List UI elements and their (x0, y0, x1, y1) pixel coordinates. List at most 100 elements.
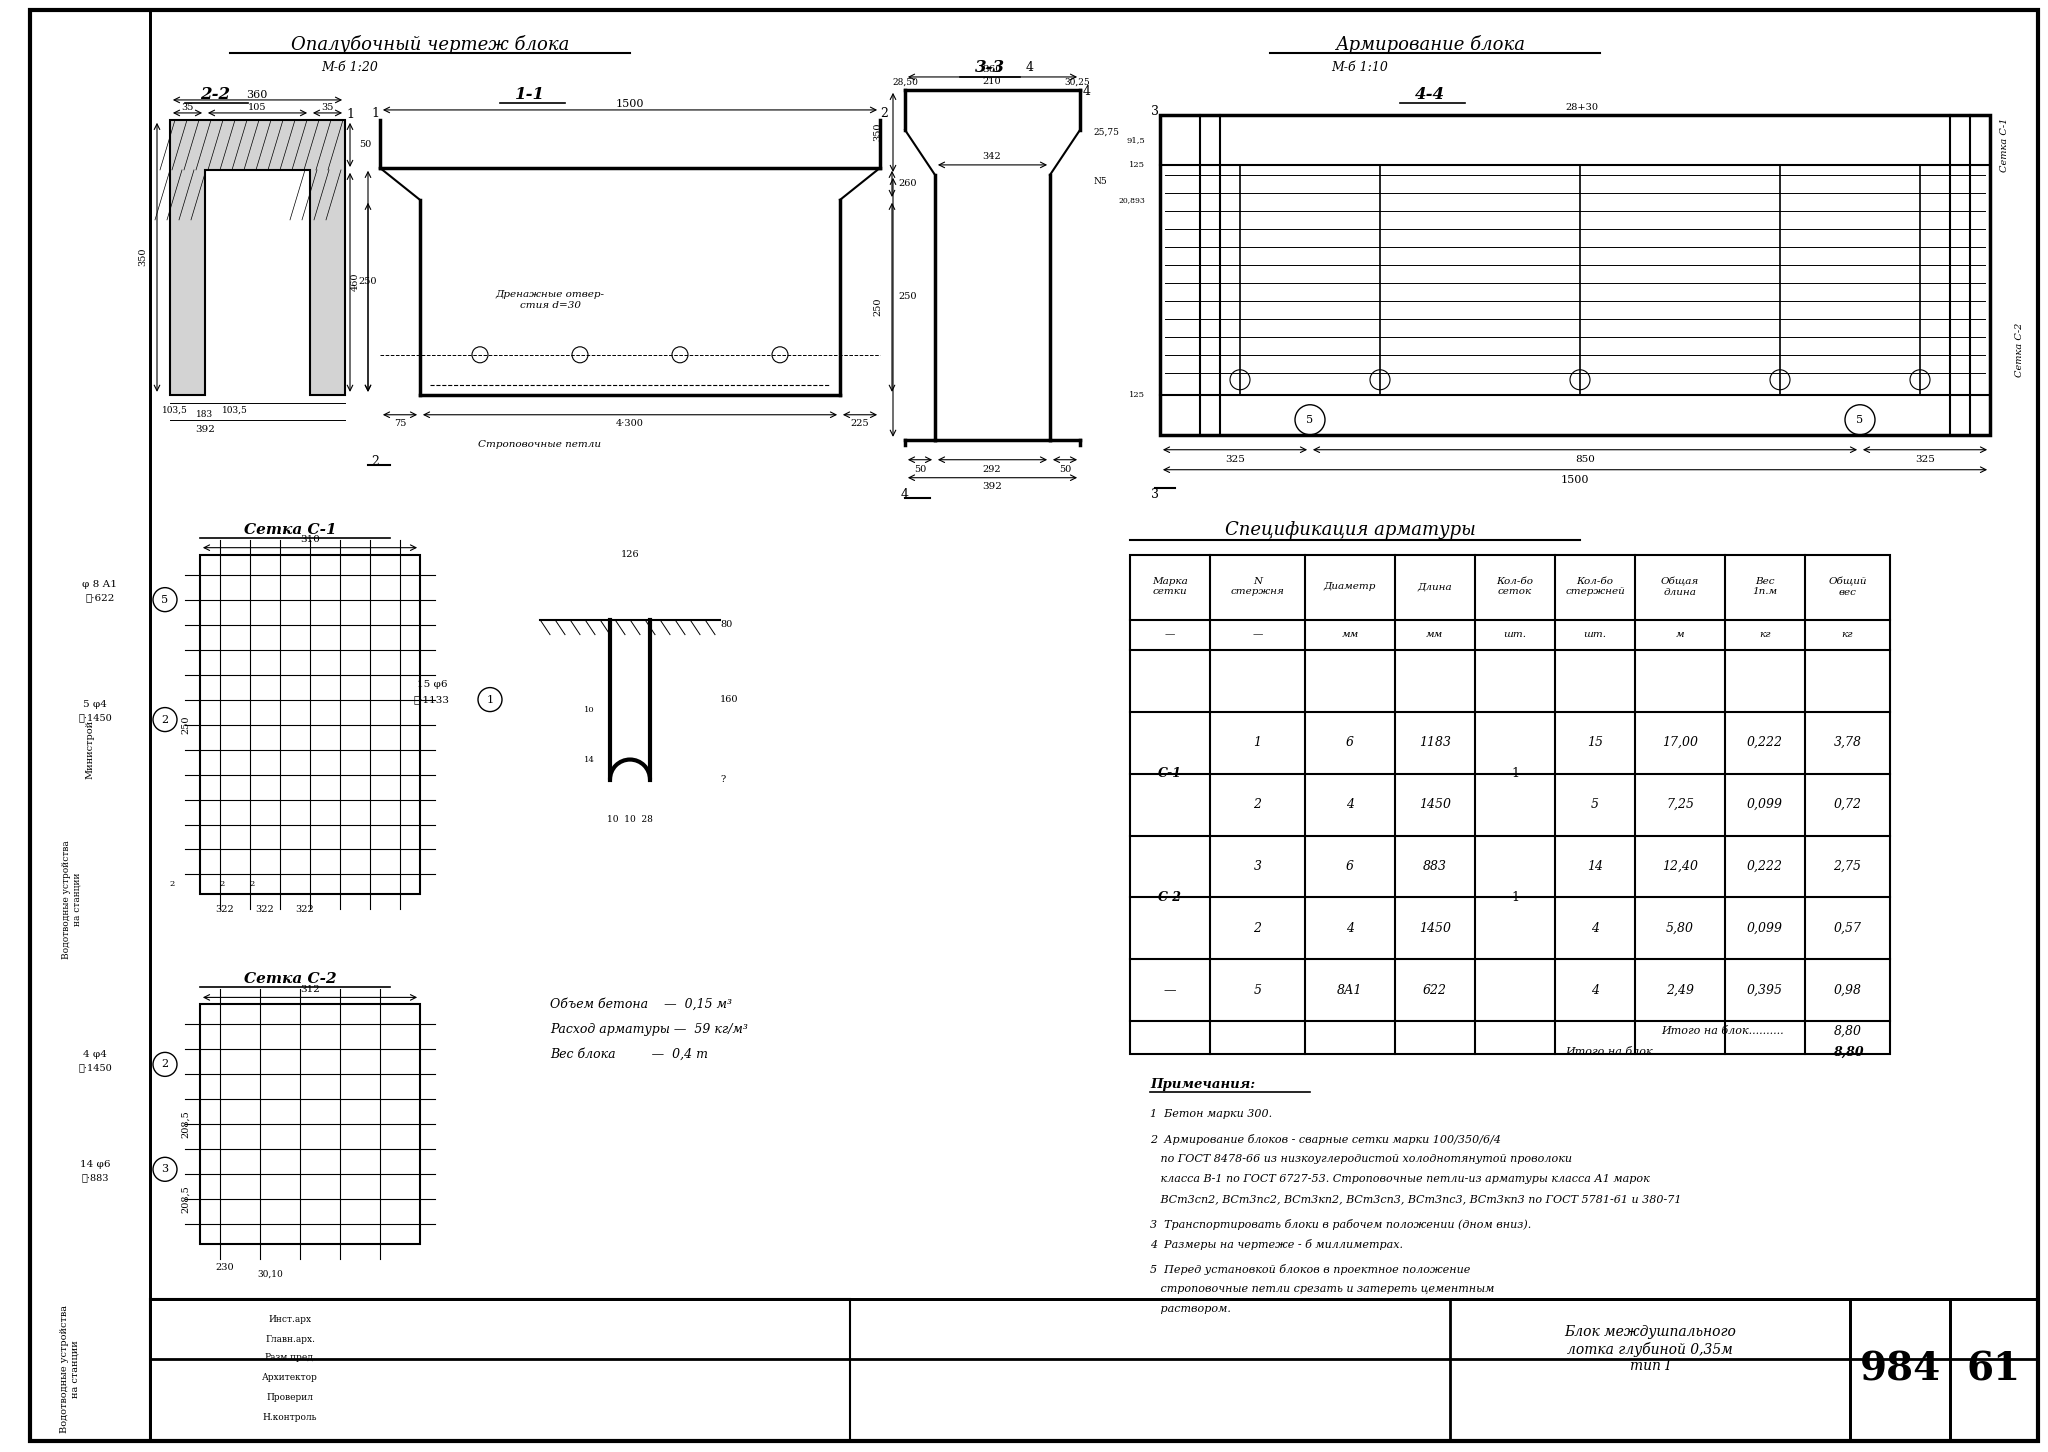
Text: Марка
сетки: Марка сетки (1153, 576, 1188, 597)
Text: 350: 350 (874, 122, 883, 141)
Text: 5: 5 (1591, 799, 1599, 812)
Text: 2,75: 2,75 (1833, 860, 1862, 873)
Text: 1-1: 1-1 (514, 87, 545, 103)
Text: Кол-бо
сеток: Кол-бо сеток (1497, 576, 1534, 597)
Text: мм: мм (1425, 630, 1444, 639)
Text: 1450: 1450 (1419, 922, 1450, 935)
Text: 14: 14 (1587, 860, 1604, 873)
Text: 1500: 1500 (1561, 475, 1589, 485)
Text: 61: 61 (1966, 1350, 2021, 1388)
Text: 392: 392 (195, 425, 215, 434)
Text: 3: 3 (1151, 106, 1159, 119)
Text: 14 φ6: 14 φ6 (80, 1160, 111, 1169)
Text: 50: 50 (913, 465, 926, 475)
Text: 1: 1 (487, 694, 494, 704)
Text: Архитектор: Архитектор (262, 1372, 317, 1382)
Text: 8,80: 8,80 (1833, 1045, 1864, 1059)
Text: 325: 325 (1225, 456, 1245, 465)
Text: 2  Армирование блоков - сварные сетки марки 100/350/6/4: 2 Армирование блоков - сварные сетки мар… (1151, 1134, 1501, 1144)
Text: —: — (1165, 630, 1176, 639)
Text: 4: 4 (1591, 922, 1599, 935)
Text: 2: 2 (371, 456, 379, 468)
Text: 250: 250 (180, 716, 190, 733)
Bar (1450, 1300, 1849, 1442)
Text: N
стержня: N стержня (1231, 576, 1284, 597)
Text: 312: 312 (301, 984, 319, 995)
Text: —: — (1251, 630, 1264, 639)
Text: ℓ·883: ℓ·883 (82, 1173, 109, 1182)
Text: 850: 850 (1575, 456, 1595, 465)
Text: 5,80: 5,80 (1665, 922, 1694, 935)
Text: 91,5: 91,5 (1126, 136, 1145, 144)
Text: 5: 5 (162, 595, 168, 604)
Text: 325: 325 (1915, 456, 1935, 465)
Text: 208,5: 208,5 (180, 1111, 190, 1138)
Text: Спецификация арматуры: Спецификация арматуры (1225, 521, 1475, 539)
Text: 0,72: 0,72 (1833, 799, 1862, 812)
Text: ℓ·622: ℓ·622 (86, 594, 115, 603)
Text: Проверил: Проверил (266, 1392, 313, 1401)
Text: 208,5: 208,5 (180, 1185, 190, 1214)
Text: Вес блока         —  0,4 т: Вес блока — 0,4 т (551, 1048, 709, 1061)
Text: 1: 1 (1253, 736, 1262, 749)
Text: строповочные петли срезать и затереть цементным: строповочные петли срезать и затереть це… (1151, 1284, 1495, 1294)
Text: 103,5: 103,5 (162, 405, 188, 414)
Text: 8,80: 8,80 (1835, 1025, 1862, 1038)
Text: Вес
1п.м: Вес 1п.м (1753, 576, 1778, 597)
Text: кг: кг (1841, 630, 1853, 639)
Text: 0,222: 0,222 (1747, 860, 1784, 873)
Text: 183: 183 (197, 411, 213, 420)
Text: Опалубочный чертеж блока: Опалубочный чертеж блока (291, 35, 569, 55)
Text: 3-3: 3-3 (975, 60, 1006, 77)
Text: 0,395: 0,395 (1747, 984, 1784, 998)
Text: 225: 225 (850, 420, 868, 428)
Text: 360: 360 (246, 90, 268, 100)
Text: Инст.арх: Инст.арх (268, 1314, 311, 1324)
Text: Министрой: Министрой (86, 720, 94, 780)
Text: 10  10  28: 10 10 28 (606, 815, 653, 825)
Text: 260: 260 (899, 180, 918, 189)
Text: Итого на блок..........: Итого на блок.......... (1565, 1047, 1688, 1057)
Text: кг: кг (1759, 630, 1772, 639)
Bar (1159, 115, 1991, 434)
Text: 350: 350 (139, 248, 147, 266)
Bar (1130, 555, 1890, 1054)
Text: 14: 14 (584, 755, 596, 764)
Text: 160: 160 (721, 696, 739, 704)
Text: 1: 1 (371, 107, 379, 121)
Text: Н.контроль: Н.контроль (262, 1413, 317, 1422)
Text: 2,49: 2,49 (1665, 984, 1694, 998)
Text: 12,40: 12,40 (1663, 860, 1698, 873)
Text: раствором.: раствором. (1151, 1304, 1231, 1314)
Text: 28+30: 28+30 (1565, 103, 1599, 112)
Text: 250: 250 (874, 298, 883, 317)
Text: 3: 3 (1253, 860, 1262, 873)
Bar (150, 1300, 2038, 1442)
Text: 105: 105 (248, 103, 266, 112)
Text: 322: 322 (295, 905, 315, 913)
Text: 1: 1 (1511, 767, 1520, 780)
Text: 2: 2 (170, 880, 174, 889)
Text: ℓ·1450: ℓ·1450 (78, 1063, 113, 1072)
Text: 20,893: 20,893 (1118, 196, 1145, 203)
Text: 1500: 1500 (616, 99, 645, 109)
Text: Сетка С-1: Сетка С-1 (2001, 118, 2009, 173)
Text: 3: 3 (1151, 488, 1159, 501)
Text: 30,10: 30,10 (258, 1269, 283, 1279)
Text: 310: 310 (301, 536, 319, 544)
Bar (1950, 1300, 2038, 1442)
Text: класса В-1 по ГОСТ 6727-53. Строповочные петли-из арматуры класса А1 марок: класса В-1 по ГОСТ 6727-53. Строповочные… (1151, 1175, 1651, 1185)
Text: 4: 4 (901, 488, 909, 501)
Text: C-2: C-2 (1157, 892, 1182, 905)
Text: 50: 50 (358, 141, 371, 150)
Bar (150, 1300, 850, 1442)
Text: Общая
длина: Общая длина (1661, 576, 1700, 597)
Text: 15 φ6: 15 φ6 (416, 680, 446, 690)
Text: 1183: 1183 (1419, 736, 1450, 749)
Text: 30,25: 30,25 (1065, 77, 1090, 87)
Text: 6: 6 (1346, 860, 1354, 873)
Text: 0,222: 0,222 (1747, 736, 1784, 749)
Text: Строповочные петли: Строповочные петли (479, 440, 602, 449)
Text: Примечания:: Примечания: (1151, 1077, 1255, 1090)
Text: 35: 35 (180, 103, 193, 112)
